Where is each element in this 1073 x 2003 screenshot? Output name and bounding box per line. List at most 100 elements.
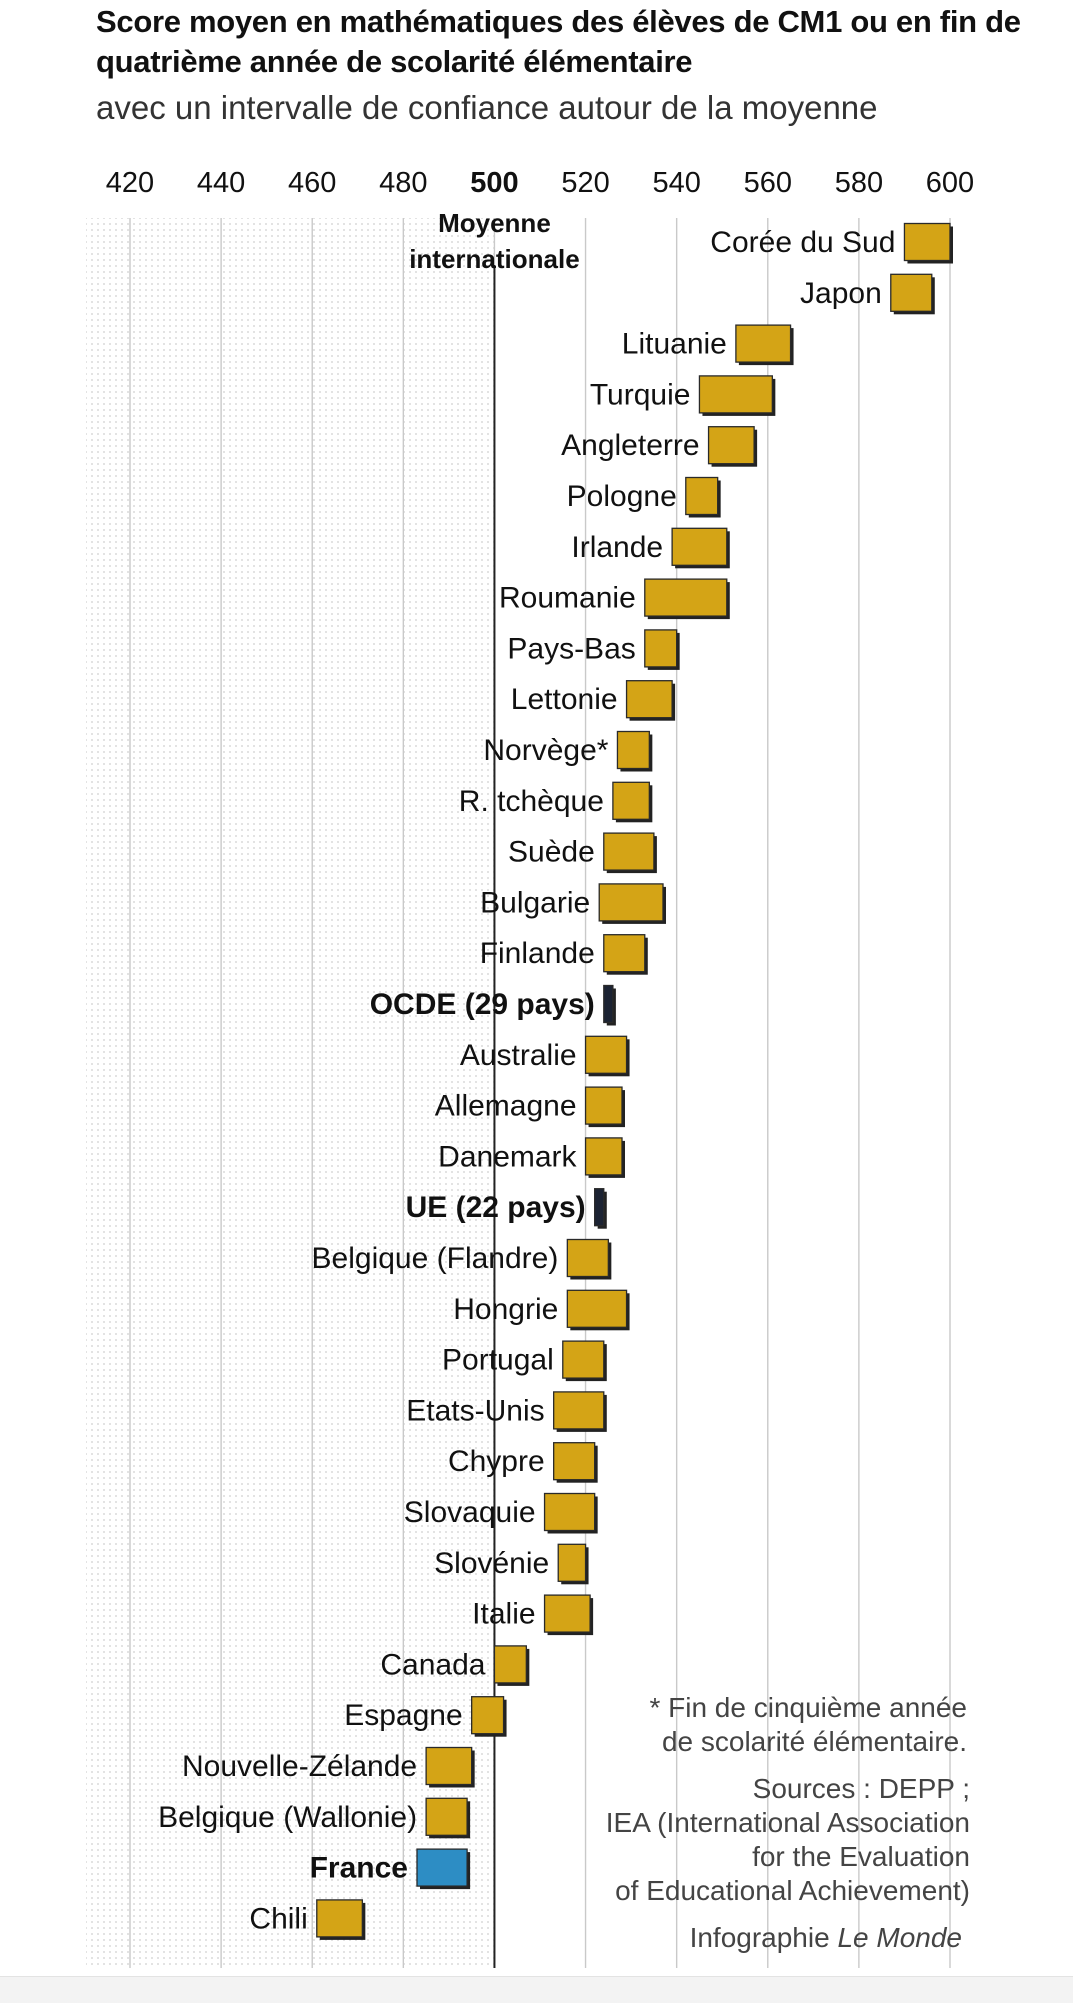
label-21: Hongrie [453,1293,558,1326]
label-20: Belgique (Flandre) [312,1242,559,1275]
bar-23 [553,1391,605,1430]
bar-22 [562,1340,605,1379]
bar-10 [616,730,650,770]
row-33: Chili [249,1899,366,1940]
bar-29 [471,1696,505,1735]
label-18: Danemark [438,1140,577,1173]
credit-name: Le Monde [837,1922,962,1953]
label-6: Irlande [571,531,663,564]
chart-title: Score moyen en mathématiques des élèves … [96,4,1021,79]
bar-8 [644,629,678,668]
label-22: Portugal [442,1344,554,1377]
row-18: Danemark [438,1137,625,1178]
label-29: Espagne [344,1699,462,1732]
row-31: Belgique (Wallonie) [158,1797,471,1839]
bar-27 [543,1594,591,1633]
label-23: Etats-Unis [406,1394,544,1427]
label-13: Bulgarie [480,886,590,919]
bar-20 [566,1238,609,1278]
row-15: OCDE (29 pays) [370,984,616,1026]
label-27: Italie [472,1598,535,1631]
bar-24 [553,1442,596,1481]
label-19: UE (22 pays) [406,1191,586,1224]
row-5: Pologne [567,476,721,518]
bar-32 [416,1848,468,1887]
label-11: R. tchèque [459,785,604,818]
bar-5 [685,476,719,516]
label-10: Norvège* [483,734,608,767]
x-tick-labels: 420 440 460 480 500 520 540 560 580 600 [106,167,974,199]
bar-18 [584,1137,623,1176]
row-12: Suède [508,832,657,874]
row-16: Australie [460,1035,630,1077]
bar-17 [584,1086,623,1125]
row-14: Finlande [480,934,648,975]
label-3: Turquie [590,378,691,411]
label-9: Lettonie [511,683,618,716]
label-7: Roumanie [499,582,636,615]
bar-9 [625,680,673,719]
bar-4 [707,426,755,465]
bar-6 [671,527,728,566]
row-27: Italie [472,1594,594,1636]
row-1: Japon [800,273,935,315]
credit-prefix: Infographie [689,1922,838,1953]
bar-13 [598,883,664,922]
row-19: UE (22 pays) [406,1188,607,1229]
bar-25 [543,1492,596,1532]
bar-11 [612,781,650,820]
bar-26 [557,1543,587,1582]
row-25: Slovaquie [404,1492,598,1534]
credit: Infographie Le Monde [560,1921,962,1955]
row-23: Etats-Unis [406,1391,607,1432]
row-10: Norvège* [483,730,653,772]
row-8: Pays-Bas [507,629,680,670]
row-2: Lituanie [622,324,794,366]
row-17: Allemagne [435,1086,625,1128]
bar-3 [698,375,773,414]
label-8: Pays-Bas [507,632,635,665]
x-tick-600: 600 [926,167,974,199]
footnote-line2: de scolarité élémentaire. [661,1726,967,1757]
label-1: Japon [800,277,882,310]
sources-line1: Sources : DEPP ; [752,1773,970,1804]
row-6: Irlande [571,527,730,569]
label-17: Allemagne [435,1090,577,1123]
bar-30 [425,1746,473,1786]
row-3: Turquie [590,375,776,416]
page-footer-strip [0,1976,1073,2003]
x-tick-480: 480 [379,167,427,199]
x-tick-440: 440 [197,167,245,199]
bar-15 [603,984,614,1024]
row-21: Hongrie [453,1289,630,1331]
label-28: Canada [380,1648,485,1681]
label-30: Nouvelle-Zélande [182,1750,417,1783]
label-14: Finlande [480,937,595,970]
row-13: Bulgarie [480,883,666,924]
x-tick-500: 500 [470,167,518,199]
sources-line2: IEA (International Association [605,1807,970,1838]
bar-16 [584,1035,628,1074]
below-average-band [86,218,495,1968]
bar-31 [425,1797,468,1836]
x-tick-560: 560 [744,167,792,199]
row-30: Nouvelle-Zélande [182,1746,475,1788]
bar-19 [594,1188,605,1227]
bar-33 [316,1899,363,1938]
reference-label-line2: internationale [409,244,579,274]
label-2: Lituanie [622,328,727,361]
x-tick-520: 520 [561,167,609,199]
sources: Sources : DEPP ; IEA (International Asso… [500,1772,970,1908]
bar-1 [890,273,933,312]
label-16: Australie [460,1039,577,1072]
label-33: Chili [249,1902,307,1935]
bar-14 [603,934,646,973]
footnote-line1: * Fin de cinquième année [649,1692,967,1723]
chart-subtitle: avec un intervalle de confiance autour d… [96,89,878,126]
label-5: Pologne [567,480,677,513]
row-0: Corée du Sud [710,222,953,264]
row-24: Chypre [448,1442,598,1483]
row-32: France [310,1848,471,1890]
bar-0 [903,222,951,262]
